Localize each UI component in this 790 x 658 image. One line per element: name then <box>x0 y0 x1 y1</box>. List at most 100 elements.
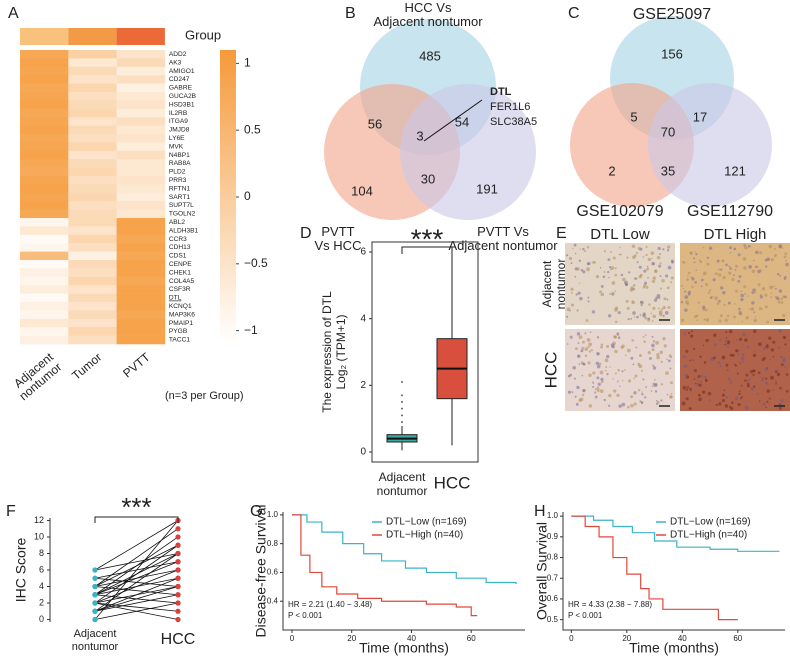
heatmap-cell <box>68 58 117 68</box>
nucleus <box>740 290 742 293</box>
nucleus <box>616 393 620 398</box>
nucleus <box>645 334 647 336</box>
nucleus <box>727 369 729 372</box>
nucleus <box>626 306 630 310</box>
nucleus <box>766 389 771 393</box>
nucleus <box>737 402 741 407</box>
nucleus <box>738 310 742 314</box>
nucleus <box>712 278 716 282</box>
pair-line <box>94 520 179 571</box>
nucleus <box>682 287 685 290</box>
pair-line <box>94 586 179 596</box>
nucleus <box>697 301 700 304</box>
nucleus <box>592 382 595 385</box>
nucleus <box>729 381 733 384</box>
nucleus <box>777 329 782 333</box>
heatmap-cell <box>20 285 69 294</box>
nucleus <box>597 382 601 386</box>
nucleus <box>618 253 621 256</box>
nucleus <box>630 395 634 399</box>
nucleus <box>576 309 579 312</box>
nucleus <box>671 396 673 398</box>
nucleus <box>784 252 788 256</box>
nucleus <box>725 336 728 339</box>
pair-line <box>94 569 179 587</box>
nucleus <box>670 259 674 263</box>
panel-letter: B <box>345 5 356 22</box>
nucleus <box>574 395 577 398</box>
nucleus <box>596 352 600 356</box>
nucleus <box>652 339 656 343</box>
nucleus <box>612 378 614 380</box>
row-label: Adjacentnontumor <box>540 259 568 310</box>
nucleus <box>600 343 604 347</box>
nucleus <box>638 353 643 358</box>
nucleus <box>608 404 611 407</box>
heatmap-cell <box>116 260 166 269</box>
nucleus <box>609 293 611 295</box>
nucleus <box>703 271 707 276</box>
nucleus <box>618 246 621 249</box>
nucleus <box>656 353 660 357</box>
nucleus <box>588 342 592 347</box>
nucleus <box>569 335 573 339</box>
nucleus <box>610 268 612 271</box>
x-tick-label: Adjacentnontumor <box>8 350 65 404</box>
nucleus <box>737 353 740 356</box>
nucleus <box>768 397 771 400</box>
nucleus <box>684 295 689 299</box>
nucleus <box>600 380 604 384</box>
nucleus <box>690 334 694 338</box>
nucleus <box>632 283 636 287</box>
heatmap-cell <box>116 234 166 244</box>
nucleus <box>713 343 717 347</box>
nucleus <box>765 381 769 385</box>
colorbar-tick-label: 1 <box>244 56 251 70</box>
nucleus <box>620 273 624 277</box>
axes <box>282 512 525 631</box>
nucleus <box>752 259 755 262</box>
nucleus <box>774 287 777 290</box>
nucleus <box>642 378 645 381</box>
nucleus <box>574 267 578 271</box>
nucleus <box>567 374 571 378</box>
nucleus <box>571 391 574 394</box>
point <box>92 575 98 581</box>
heatmap-cell <box>116 142 166 152</box>
nucleus <box>766 343 769 346</box>
gene-label: MVK <box>169 143 184 150</box>
nucleus <box>624 369 626 371</box>
nucleus <box>586 338 591 342</box>
nucleus <box>582 247 585 251</box>
nucleus <box>778 244 782 249</box>
heatmap-cell <box>20 293 69 303</box>
y-tick-label: 0.5 <box>547 615 559 624</box>
legend-label: DTL−High (n=40) <box>386 530 463 541</box>
nucleus <box>642 335 645 338</box>
nucleus <box>642 314 646 318</box>
nucleus <box>629 288 634 292</box>
nucleus <box>666 358 668 361</box>
nucleus <box>596 364 601 369</box>
nucleus <box>693 347 696 351</box>
heatmap-cell <box>116 92 166 101</box>
heatmap-cell <box>68 83 117 93</box>
nucleus <box>759 295 763 299</box>
nucleus <box>599 389 604 393</box>
nucleus <box>719 365 722 368</box>
heatmap-cell <box>20 327 69 336</box>
nucleus <box>783 277 787 280</box>
nucleus <box>658 252 662 256</box>
nucleus <box>637 247 641 251</box>
nucleus <box>727 301 731 305</box>
region-count: 70 <box>661 124 675 139</box>
heatmap-cell <box>116 335 166 345</box>
nucleus <box>775 370 778 373</box>
heatmap-cell <box>20 66 69 76</box>
nucleus <box>766 400 769 403</box>
gene-label: TGOLN2 <box>169 211 196 218</box>
heatmap-cell <box>68 108 117 118</box>
nucleus <box>682 355 686 359</box>
heatmap-cell <box>68 66 117 76</box>
nucleus <box>655 399 658 402</box>
